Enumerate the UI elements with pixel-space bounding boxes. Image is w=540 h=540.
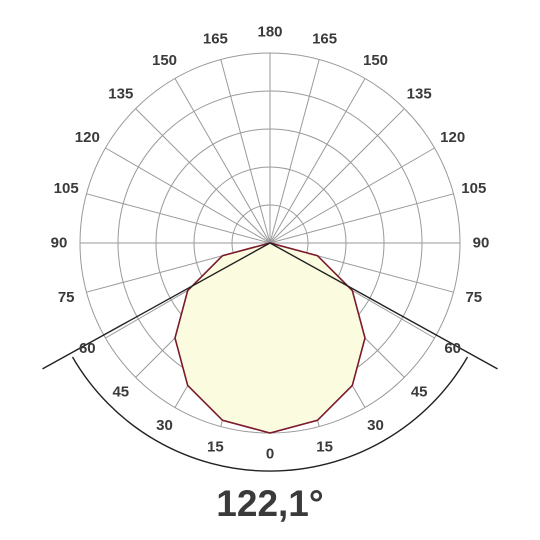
beam-angle-label: 122,1° bbox=[216, 483, 324, 524]
grid-spoke bbox=[269, 193, 454, 244]
angle-tick-label: 45 bbox=[411, 384, 428, 401]
angle-tick-label: 90 bbox=[51, 235, 68, 252]
angle-tick-label: 165 bbox=[203, 31, 228, 48]
angle-tick-label: 45 bbox=[112, 384, 129, 401]
beam-arc bbox=[71, 356, 469, 472]
angle-tick-label: 15 bbox=[207, 438, 224, 455]
angle-tick-label: 120 bbox=[75, 129, 100, 146]
angle-tick-label: 150 bbox=[152, 52, 177, 69]
grid-spoke bbox=[220, 59, 271, 244]
angle-tick-label: 60 bbox=[79, 340, 96, 357]
grid-spoke bbox=[269, 59, 320, 244]
angle-tick-label: 135 bbox=[108, 85, 133, 102]
grid-spoke bbox=[135, 108, 271, 244]
beam-line-left bbox=[42, 242, 271, 370]
angle-tick-label: 0 bbox=[266, 446, 274, 463]
angle-tick-label: 180 bbox=[257, 24, 282, 41]
angle-tick-label: 105 bbox=[461, 180, 486, 197]
angle-tick-labels: 180 1651501351201059075604530150153045607… bbox=[51, 24, 490, 463]
angle-tick-label: 30 bbox=[156, 417, 173, 434]
angle-tick-label: 15 bbox=[316, 438, 333, 455]
angle-tick-label: 150 bbox=[363, 52, 388, 69]
angle-tick-label: 30 bbox=[367, 417, 384, 434]
angle-tick-label: 135 bbox=[407, 85, 432, 102]
angle-tick-label: 75 bbox=[465, 289, 482, 306]
angle-tick-label: 75 bbox=[58, 289, 75, 306]
angle-tick-label: 60 bbox=[444, 340, 461, 357]
intensity-curve bbox=[174, 242, 366, 434]
angle-tick-label: 165 bbox=[312, 31, 337, 48]
angle-tick-label: 120 bbox=[440, 129, 465, 146]
intensity-fill bbox=[175, 243, 365, 433]
grid-spoke bbox=[269, 78, 366, 244]
intensity-curve-layer bbox=[174, 242, 366, 434]
beam-angle-layer bbox=[42, 242, 498, 472]
angle-tick-label: 105 bbox=[54, 180, 79, 197]
beam-line-right bbox=[269, 242, 498, 370]
grid-spoke bbox=[174, 78, 271, 244]
grid-spoke bbox=[269, 147, 435, 244]
grid-spoke bbox=[105, 147, 271, 244]
grid-spoke bbox=[269, 108, 405, 244]
grid-spoke bbox=[86, 193, 271, 244]
angle-tick-label: 90 bbox=[473, 235, 490, 252]
